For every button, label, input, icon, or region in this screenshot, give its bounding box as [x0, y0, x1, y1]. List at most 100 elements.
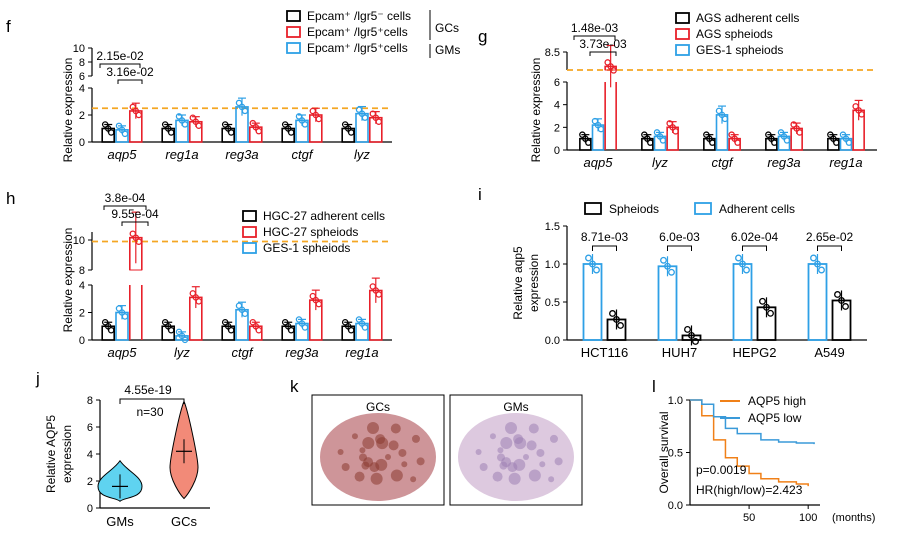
bar	[657, 265, 678, 341]
x-tick-label: 50	[743, 512, 755, 524]
legend-swatch	[242, 210, 257, 222]
data-point	[315, 300, 323, 308]
y-axis-label: Relative expression	[61, 228, 75, 333]
y-tick-label: 2	[87, 476, 93, 488]
data-point	[585, 254, 592, 262]
stained-region	[528, 423, 539, 434]
data-point	[656, 133, 664, 140]
stained-region	[398, 448, 407, 457]
data-point	[790, 121, 797, 128]
ihc-label: GCs	[366, 400, 390, 414]
panel-letter: g	[478, 27, 487, 46]
data-point	[839, 131, 847, 138]
significance-bracket	[592, 245, 617, 251]
significance-bracket	[573, 35, 616, 40]
data-point	[375, 291, 383, 298]
category-label: HUH7	[662, 345, 697, 360]
data-point	[684, 325, 691, 333]
data-point	[771, 139, 778, 146]
legend-swatch	[286, 42, 301, 54]
survival-curve	[690, 399, 815, 445]
data-point	[355, 316, 363, 323]
data-point	[192, 294, 200, 301]
data-point	[255, 127, 263, 135]
data-point	[369, 283, 377, 290]
data-point	[842, 303, 849, 310]
data-point	[295, 316, 303, 323]
data-point	[189, 114, 197, 122]
data-point	[241, 107, 249, 115]
data-point	[838, 297, 845, 304]
data-point	[721, 115, 729, 123]
data-point	[692, 337, 699, 345]
legend-label: AQP5 high	[748, 394, 806, 408]
y-axis-label: Overall survival	[657, 411, 671, 493]
data-point	[238, 103, 246, 111]
stained-region	[376, 437, 389, 450]
legend-swatch	[675, 12, 690, 24]
data-point	[178, 332, 186, 340]
legend-label: AGS adherent cells	[696, 11, 799, 25]
category-label: HCT116	[581, 345, 628, 360]
stained-region	[505, 421, 518, 434]
legend-label: Adherent cells	[719, 202, 795, 216]
data-point	[284, 322, 292, 330]
data-point	[617, 322, 624, 329]
panel-j: j Relative AQP5 expression 0 2 4 6 8 GMs GCs 4.55e…	[35, 369, 210, 529]
data-point	[341, 318, 349, 326]
y-tick-label: 10	[73, 235, 85, 247]
data-point	[369, 110, 377, 117]
hazard-ratio-label: HR(high/low)=2.423	[696, 483, 803, 497]
data-point	[281, 121, 289, 128]
data-point	[358, 320, 366, 327]
data-point	[344, 125, 352, 132]
stained-region	[337, 449, 344, 456]
y-axis-label: Relative expression	[61, 58, 75, 163]
data-point	[195, 122, 203, 130]
data-point	[312, 296, 320, 304]
data-point	[221, 318, 229, 326]
data-point	[192, 118, 200, 126]
y-tick-label: 8.5	[545, 47, 560, 59]
stained-region	[508, 472, 521, 485]
legend-swatch	[242, 226, 257, 238]
stained-region	[410, 476, 417, 483]
p-value-label: 2.65e-02	[806, 230, 854, 244]
data-point	[668, 268, 675, 276]
legend-label: Epcam⁺ /lgr5⁺cells	[307, 41, 408, 55]
stained-region	[390, 423, 401, 434]
stained-region	[475, 449, 482, 456]
category-label: A549	[814, 345, 844, 360]
panel-h: h Relative expression 0 2 4 8 10 aqp5 lyz ctgf reg…	[6, 189, 392, 360]
panel-l: l Overall survival 0.0 0.5 1.0 50 100 (months) A…	[652, 377, 875, 524]
data-point	[664, 262, 671, 270]
data-point	[361, 324, 369, 331]
data-point	[221, 121, 229, 128]
data-point	[372, 287, 380, 294]
y-tick-label: 4	[87, 449, 93, 461]
data-point	[734, 139, 741, 146]
data-point	[375, 118, 383, 125]
y-tick-label: 6	[79, 71, 85, 83]
y-tick-label: 6	[87, 422, 93, 434]
y-axis-label: expression	[60, 425, 74, 483]
category-label: reg3a	[285, 345, 318, 360]
data-point	[796, 129, 803, 136]
data-point	[709, 139, 716, 146]
x-axis-unit: (months)	[832, 512, 875, 524]
data-point	[129, 103, 137, 111]
p-value-label: 8.71e-03	[581, 230, 629, 244]
p-value-label: 3.8e-04	[105, 191, 146, 205]
panel-letter: k	[290, 377, 299, 396]
stained-region	[411, 434, 420, 443]
data-point	[301, 324, 309, 331]
data-point	[780, 133, 788, 140]
y-tick-label: 0	[87, 503, 93, 515]
data-point	[298, 117, 306, 124]
data-point	[852, 103, 859, 110]
y-tick-label: 8	[79, 57, 85, 69]
data-point	[814, 260, 821, 268]
data-point	[613, 316, 620, 323]
data-point	[718, 111, 726, 119]
